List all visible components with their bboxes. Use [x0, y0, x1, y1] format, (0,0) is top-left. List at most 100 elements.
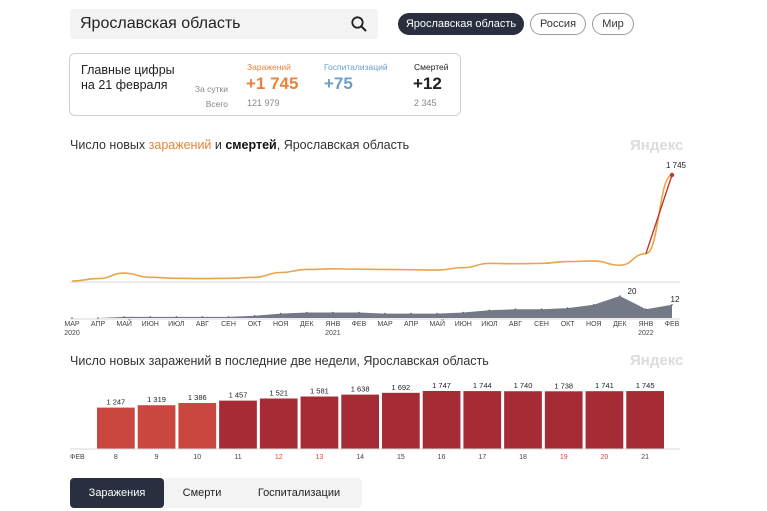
region-button-russia[interactable]: Россия — [530, 13, 586, 35]
month-tick-label: АПР — [403, 321, 419, 328]
bar — [300, 396, 339, 449]
tab-hospitalizations[interactable]: Госпитализации — [257, 487, 341, 499]
bars-group: 1 247 8 1 319 9 1 386 10 1 457 11 1 521 12 1 581 13… — [97, 381, 664, 461]
infections-total: 121 979 — [247, 98, 280, 108]
month-tick-label: ЯНВ — [325, 321, 341, 328]
year-tick-label: 2022 — [638, 330, 654, 337]
month-tick-label: АПР — [90, 321, 106, 328]
deaths-total: 2 345 — [414, 98, 437, 108]
yandex-watermark: Яндекс — [630, 137, 684, 154]
month-tick-label: АВГ — [508, 321, 523, 328]
bar-category-label: 20 — [601, 454, 609, 461]
bar — [544, 391, 583, 449]
month-tick-label: МАР — [377, 321, 393, 328]
bar — [504, 391, 542, 449]
tab-deaths[interactable]: Смерти — [182, 487, 222, 499]
year-tick-label: 2020 — [64, 330, 80, 337]
bar-category-label: 16 — [438, 454, 446, 461]
chart2-title: Число новых заражений в последние две не… — [70, 354, 489, 368]
bar-category-label: 13 — [316, 454, 324, 461]
month-tick-label: ИЮЛ — [481, 321, 498, 328]
bar-category-label: 19 — [560, 454, 568, 461]
infections-line — [71, 174, 673, 282]
tab-infections[interactable]: Заражения — [70, 478, 164, 508]
deaths-point — [619, 295, 621, 297]
bar-category-label: 10 — [193, 454, 201, 461]
bar-category-label: 15 — [397, 454, 405, 461]
two-weeks-bar-chart: 1 247 8 1 319 9 1 386 10 1 457 11 1 521 12 1 581 13… — [70, 381, 680, 461]
chart2-month-label: ФЕВ — [70, 454, 85, 461]
deaths-point — [201, 316, 204, 318]
infections-line-tail — [645, 174, 673, 254]
deaths-point — [488, 309, 491, 312]
region-button-world[interactable]: Мир — [592, 13, 634, 35]
bar-value-label: 1 740 — [514, 381, 533, 390]
month-tick-label: ИЮН — [141, 321, 159, 328]
chart1-title-prefix: Число новых — [70, 138, 149, 152]
deaths-point — [71, 317, 73, 319]
deaths-point — [279, 312, 282, 315]
region-button-yaroslavl[interactable]: Ярославская область — [398, 13, 524, 35]
deaths-point — [540, 308, 543, 311]
deaths-point — [592, 304, 595, 306]
bar-value-label: 1 692 — [391, 383, 410, 392]
bar — [626, 391, 664, 449]
bar-category-label: 11 — [234, 454, 241, 461]
month-tick-label: ДЕК — [300, 321, 314, 328]
bar — [341, 394, 379, 449]
deaths-point — [253, 315, 256, 317]
bar — [259, 398, 298, 449]
deaths-area-group — [71, 295, 673, 319]
deaths-point — [645, 308, 647, 311]
metric-tabs: Заражения Смерти Госпитализации — [70, 478, 362, 508]
bar — [585, 391, 624, 449]
bar-category-label: 18 — [519, 454, 527, 461]
deaths-last-label: 12 — [671, 295, 680, 304]
year-tick-label: 2021 — [325, 330, 341, 337]
deaths-day: +12 — [413, 74, 442, 93]
month-tick-label: ОКТ — [560, 321, 575, 328]
month-tick-label: ИЮН — [454, 321, 472, 328]
summary-title-line1: Главные цифры — [81, 63, 175, 77]
month-tick-label: СЕН — [534, 321, 549, 328]
bar-value-label: 1 741 — [595, 381, 614, 390]
summary-title-line2: на 21 февраля — [81, 78, 168, 92]
bar — [137, 405, 176, 449]
month-axis: МАР АПР МАЙ ИЮН ИЮЛ АВГ СЕН ОКТ НОЯ ДЕК ЯНВ ФЕВ МАР А… — [0, 321, 767, 345]
month-tick-label: МАР — [64, 321, 80, 328]
search-icon[interactable] — [350, 15, 368, 33]
row-label-total: Всего — [205, 99, 228, 109]
deaths-point — [514, 308, 517, 311]
row-label-day: За сутки — [194, 84, 228, 94]
bar-value-label: 1 744 — [473, 381, 492, 390]
bar-category-label: 9 — [155, 454, 159, 461]
bar-category-label: 8 — [114, 454, 118, 461]
deaths-point — [149, 316, 152, 318]
month-tick-label: ИЮЛ — [168, 321, 185, 328]
month-tick-label: ДЕК — [613, 321, 627, 328]
hospital-label: Госпитализаций — [324, 62, 388, 72]
bar-value-label: 1 638 — [351, 385, 370, 394]
search-input[interactable]: Ярославская область — [80, 15, 241, 32]
bar — [422, 391, 461, 449]
summary-card: Главные цифры на 21 февраля За сутки Все… — [69, 53, 461, 116]
bar-value-label: 1 745 — [636, 381, 655, 390]
bar — [382, 392, 420, 449]
month-tick-label: ФЕВ — [351, 321, 367, 328]
chart1-title: Число новых заражений и смертей, Ярослав… — [70, 138, 409, 152]
bar-category-label: 21 — [641, 454, 649, 461]
deaths-point — [123, 316, 125, 318]
search-bar[interactable]: Ярославская область — [70, 9, 378, 39]
bar-category-label: 17 — [478, 454, 486, 461]
bar — [97, 407, 135, 449]
bar — [463, 391, 502, 449]
infections-line-group — [71, 172, 675, 282]
infections-peak-label: 1 745 — [666, 161, 687, 170]
chart1-title-infections: заражений — [148, 138, 212, 152]
deaths-point — [97, 317, 99, 319]
deaths-point — [227, 316, 230, 318]
bar-value-label: 1 457 — [229, 391, 248, 400]
infections-day: +1 745 — [246, 74, 299, 93]
deaths-point — [671, 304, 673, 306]
hospital-day: +75 — [324, 74, 353, 93]
